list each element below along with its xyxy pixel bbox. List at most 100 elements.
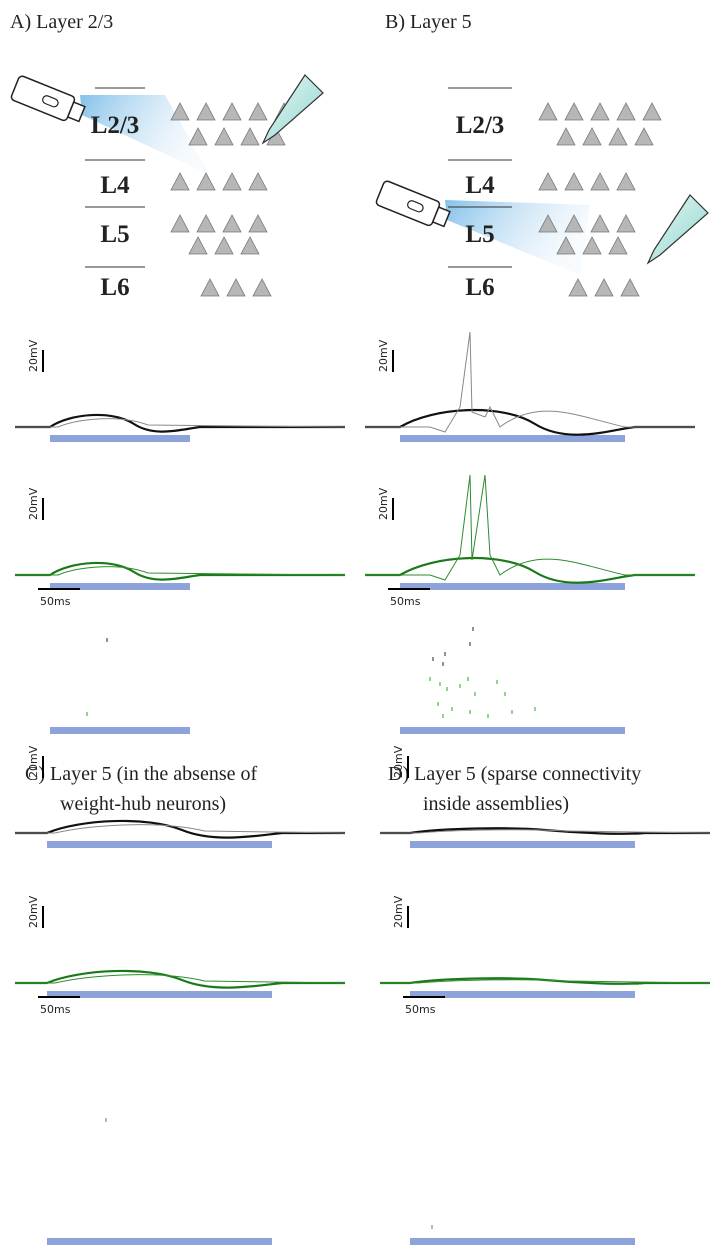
light-beam [445,200,590,275]
optic-fiber [10,75,86,123]
time-scale-label: 50ms [405,1003,436,1016]
stimulus-bar [400,727,625,734]
trace-mean [365,408,695,436]
stimulus-bar [47,991,272,998]
trace-mean [380,827,710,835]
neuron [538,214,558,233]
voltage-scale-label: 20mV [27,339,40,372]
neuron [222,102,242,121]
stimulus-bar [50,727,190,734]
time-scale-label: 50ms [390,595,421,608]
fiber-slot [407,200,424,213]
trace-mean [15,413,345,433]
neuron [564,172,584,191]
voltage-scale-label: 20mV [392,745,405,778]
neuron [634,127,654,146]
fiber-slot [42,95,59,108]
neuron [590,214,610,233]
voltage-scale-label: 20mV [377,487,390,520]
neuron [616,172,636,191]
neuron [214,236,234,255]
trace-single [380,829,711,834]
stimulus-bar [50,435,190,442]
neuron [556,236,576,255]
neuron [642,102,662,121]
stimulus-bar [47,841,272,848]
neuron [188,127,208,146]
neuron [248,214,268,233]
neuron [222,172,242,191]
neuron [226,278,246,297]
trace-single [365,474,695,581]
neuron [564,214,584,233]
layer-label: L6 [100,274,129,301]
neuron [240,127,260,146]
stimulus-bar [410,991,635,998]
neuron [248,102,268,121]
stimulus-bar [47,1238,272,1245]
layer-label: L5 [465,221,494,248]
stimulus-bar [410,841,635,848]
trace-single [15,566,346,576]
panel-title: A) Layer 2/3 [10,11,113,33]
layer-label: L4 [100,172,130,199]
stimulus-bar [400,583,625,590]
trace-single [15,824,346,834]
panel-title: B) Layer 5 [385,11,472,33]
layer-label: L6 [465,274,494,301]
neuron [616,102,636,121]
neuron [248,172,268,191]
neuron [196,172,216,191]
neuron [196,102,216,121]
trace-single [15,418,346,428]
neuron [620,278,640,297]
light-beam [80,95,210,175]
voltage-scale-label: 20mV [27,487,40,520]
trace-mean [365,556,695,584]
neuron [582,127,602,146]
panel-title: inside assemblies) [423,793,569,815]
pipette [261,74,324,145]
neuron [590,172,610,191]
neuron [170,102,190,121]
voltage-scale-label: 20mV [27,895,40,928]
neuron [188,236,208,255]
time-scale-label: 50ms [40,1003,71,1016]
neuron [594,278,614,297]
neuron [170,172,190,191]
layer-label: L5 [100,221,129,248]
neuron [556,127,576,146]
voltage-scale-label: 20mV [392,895,405,928]
voltage-scale-label: 20mV [27,745,40,778]
neuron [564,102,584,121]
trace-mean [15,819,345,839]
fiber-tip [431,206,451,228]
trace-single [380,979,711,984]
neuron [252,278,272,297]
neuron [582,236,602,255]
stimulus-bar [400,435,625,442]
stimulus-bar [410,1238,635,1245]
trace-mean [15,561,345,581]
neuron [538,172,558,191]
time-scale-label: 50ms [40,595,71,608]
fiber-tip [66,101,86,123]
neuron [608,127,628,146]
neuron [200,278,220,297]
trace-single [365,331,695,433]
neuron [222,214,242,233]
layer-label: L2/3 [91,112,140,139]
neuron [616,214,636,233]
neuron [568,278,588,297]
panel-title: D) Layer 5 (sparse connectivity [388,763,641,785]
panel-title: weight-hub neurons) [60,793,226,815]
trace-mean [380,977,710,985]
layer-label: L4 [465,172,495,199]
panel-title: C) Layer 5 (in the absense of [25,763,257,785]
neuron [170,214,190,233]
neuron [240,236,260,255]
pipette [646,194,709,265]
neuron [590,102,610,121]
voltage-scale-label: 20mV [377,339,390,372]
